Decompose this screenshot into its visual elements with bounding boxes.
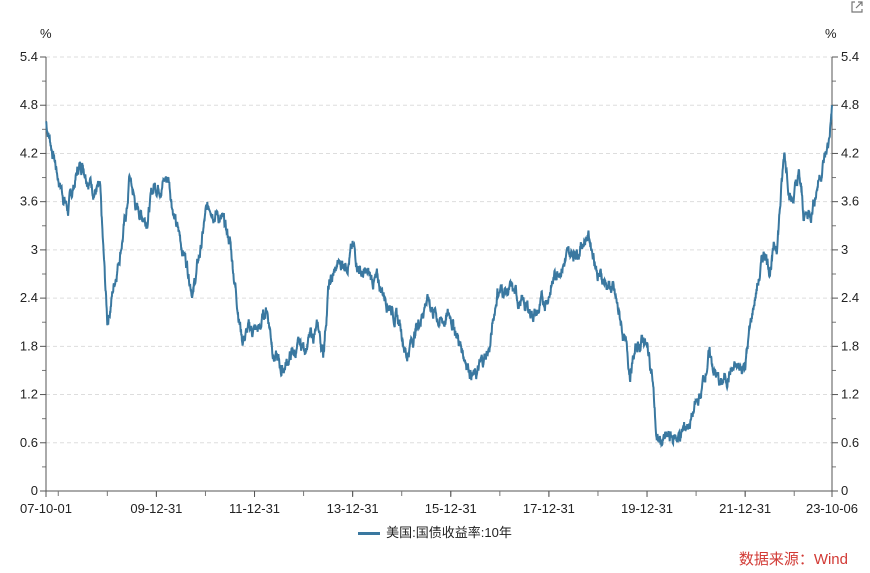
y-tick-label-right: 4.8: [841, 97, 859, 112]
external-link-icon[interactable]: [850, 0, 864, 14]
legend-swatch: [358, 532, 381, 536]
x-tick-label: 11-12-31: [229, 501, 280, 516]
legend[interactable]: 美国:国债收益率:10年: [0, 522, 870, 541]
y-tick-label-left: 5.4: [20, 49, 38, 64]
y-tick-label-left: 0.6: [20, 435, 38, 450]
y-tick-label-right: 1.8: [841, 338, 859, 353]
x-tick-label: 17-12-31: [523, 501, 575, 516]
y-tick-label-left: 3.6: [20, 194, 38, 209]
y-tick-label-right: 0: [841, 483, 848, 498]
y-tick-label-left: 0: [31, 483, 38, 498]
y-tick-label-left: 1.2: [20, 387, 38, 402]
y-tick-label-right: 5.4: [841, 49, 859, 64]
legend-label: 美国:国债收益率:10年: [386, 525, 512, 540]
y-tick-label-right: 0.6: [841, 435, 859, 450]
y-tick-label-right: 3.6: [841, 194, 859, 209]
y-tick-label-right: 4.2: [841, 145, 859, 160]
y-tick-label-right: 3: [841, 242, 848, 257]
y-tick-label-right: 2.4: [841, 290, 859, 305]
x-tick-label: 09-12-31: [130, 501, 182, 516]
series-line: [45, 105, 833, 449]
y-tick-label-left: 4.2: [20, 145, 38, 160]
line-chart: 0 0 0.6 0.6 1.2 1.2 1.8 1.8 2.4 2.4 3 3 3.6 3.6 4.2 4.2…: [20, 26, 859, 516]
y-tick-label-right: 1.2: [841, 387, 859, 402]
y-tick-label-left: 2.4: [20, 290, 38, 305]
y-tick-label-left: 4.8: [20, 97, 38, 112]
x-tick-label: 13-12-31: [327, 501, 379, 516]
y-tick-label-left: 3: [31, 242, 38, 257]
y-unit-left: %: [40, 26, 52, 41]
x-tick-label: 19-12-31: [621, 501, 673, 516]
x-tick-label: 07-10-01: [20, 501, 72, 516]
x-tick-label: 21-12-31: [719, 501, 771, 516]
x-tick-label: 15-12-31: [425, 501, 477, 516]
source-note: 数据来源：Wind: [738, 551, 848, 568]
y-tick-label-left: 1.8: [20, 338, 38, 353]
y-unit-right: %: [825, 26, 837, 41]
x-tick-label: 23-10-06: [806, 501, 858, 516]
